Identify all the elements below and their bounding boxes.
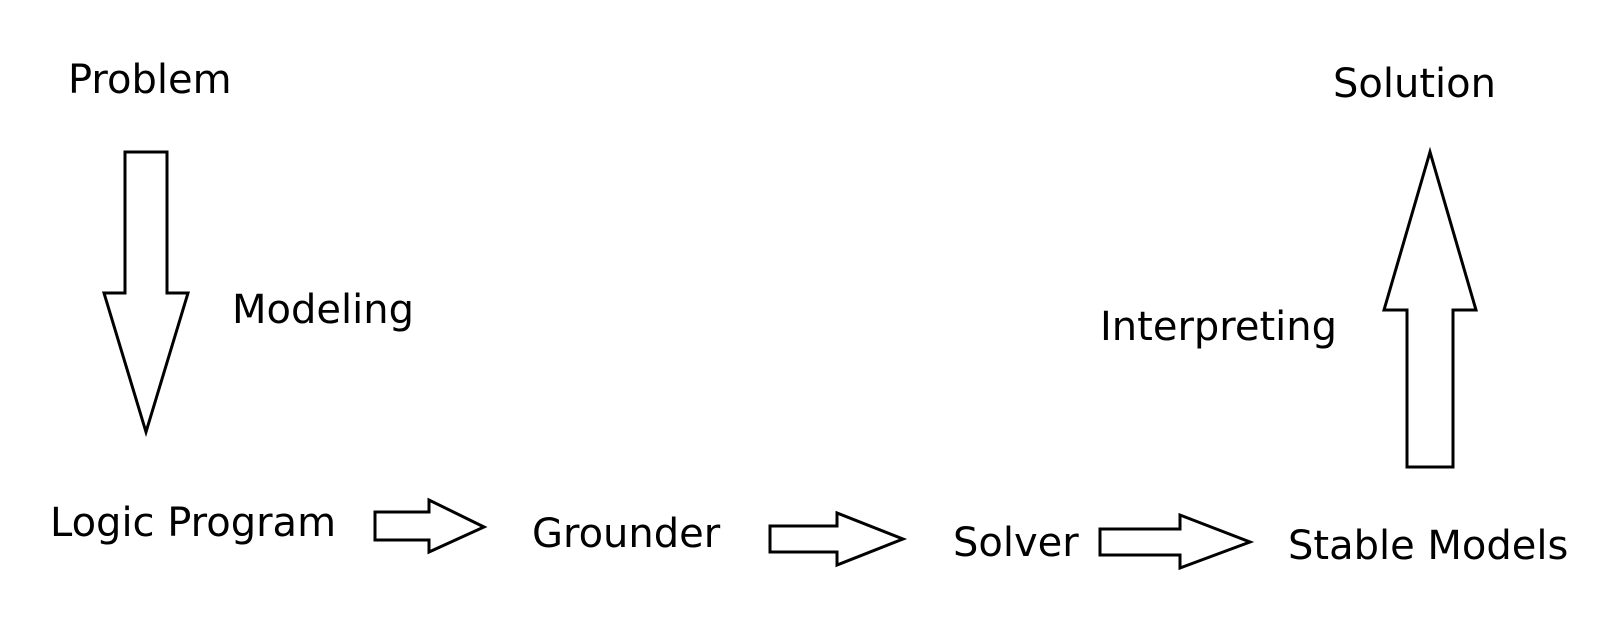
node-logic-program: Logic Program bbox=[50, 500, 337, 546]
arrow-grounder-to-solver bbox=[768, 510, 908, 568]
edge-label-modeling: Modeling bbox=[232, 287, 414, 333]
arrow-solver-to-stable-models bbox=[1098, 512, 1255, 571]
modeling-arrow bbox=[101, 150, 191, 438]
node-solver: Solver bbox=[953, 520, 1079, 566]
node-solution: Solution bbox=[1333, 61, 1496, 107]
node-grounder: Grounder bbox=[532, 511, 721, 557]
arrow-logic-to-grounder bbox=[373, 497, 488, 555]
edge-label-interpreting: Interpreting bbox=[1100, 304, 1337, 350]
node-stable-models: Stable Models bbox=[1288, 523, 1569, 569]
node-problem: Problem bbox=[68, 57, 232, 103]
interpreting-arrow bbox=[1382, 146, 1478, 469]
